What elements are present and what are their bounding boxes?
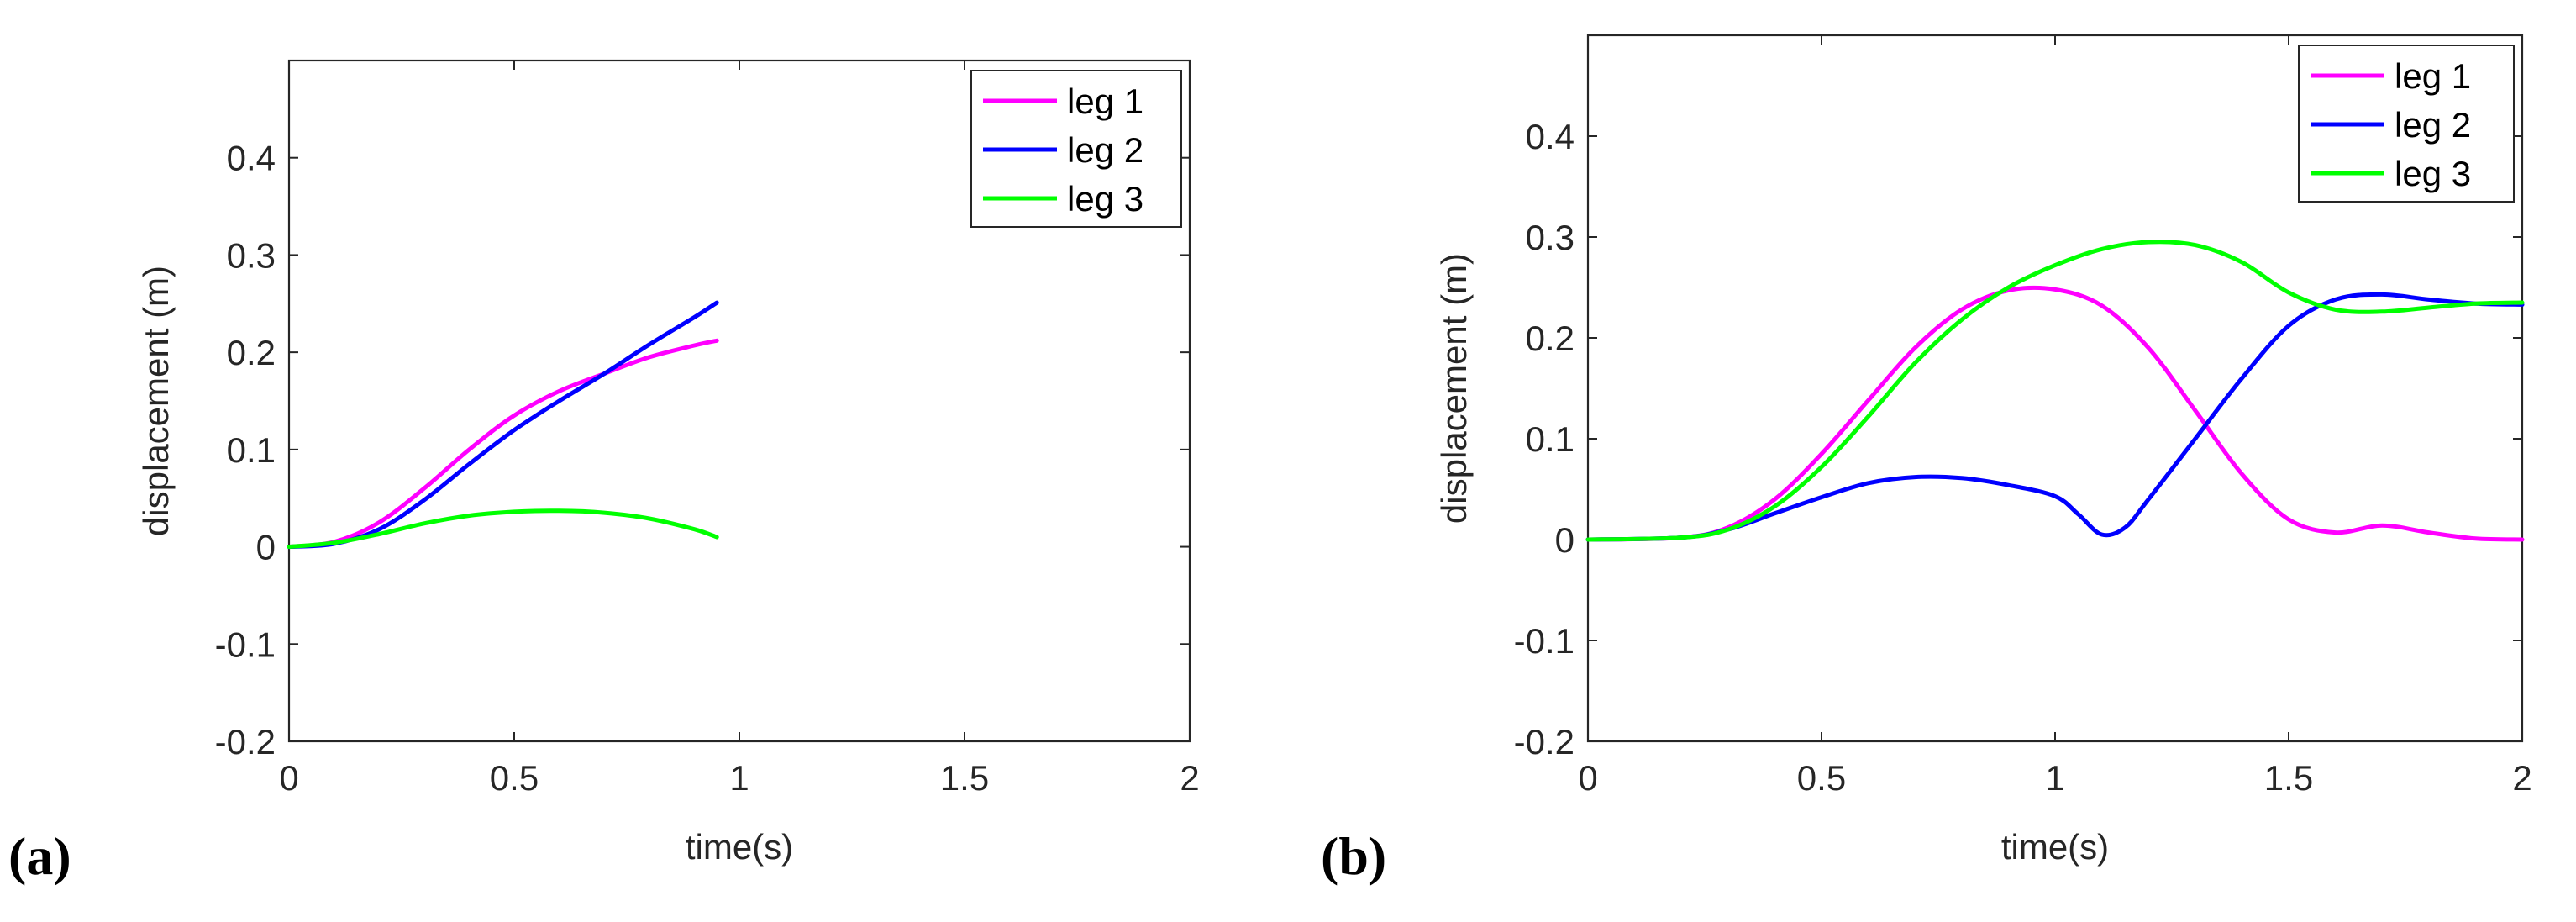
legend-label-leg-1: leg 1 (1067, 82, 1143, 121)
x-tick-label: 1.5 (940, 758, 989, 798)
panel-label: (a) (8, 826, 71, 886)
y-tick-label: -0.2 (1514, 722, 1575, 761)
legend-label-leg-2: leg 2 (1067, 130, 1143, 170)
panel-label: (b) (1321, 826, 1386, 886)
x-tick-label: 0.5 (490, 758, 539, 798)
x-tick-label: 0 (1578, 758, 1597, 798)
x-axis-label: time(s) (686, 827, 793, 867)
x-tick-label: 0 (279, 758, 298, 798)
chart-b: 0 0.5 1 1.5 2 -0.2 -0.1 0 0.1 0.2 0.3 0.4 time(s) dis… (1321, 34, 2532, 886)
y-tick-label: 0.2 (227, 333, 276, 372)
x-tick-label: 1.5 (2264, 758, 2313, 798)
series-line-leg-3 (287, 508, 719, 550)
x-tick-label: 2 (2512, 758, 2531, 798)
y-tick-label: 0 (1555, 520, 1575, 560)
y-tick-label: -0.1 (1514, 621, 1575, 661)
y-tick-label: 0.3 (1526, 218, 1575, 257)
y-tick-label: 0.1 (1526, 419, 1575, 459)
y-tick-label: 0.2 (1526, 319, 1575, 358)
y-tick-label: 0.3 (227, 235, 276, 275)
legend-label-leg-1: leg 1 (2395, 56, 2471, 96)
series-line-leg-1 (1585, 285, 2525, 542)
series-line-leg-1 (287, 338, 719, 550)
legend-label-leg-3: leg 3 (1067, 179, 1143, 219)
y-tick-label: 0 (256, 528, 276, 567)
x-tick-label: 1 (729, 758, 749, 798)
y-axis-label: displacement (m) (136, 266, 176, 536)
legend-label-leg-2: leg 2 (2395, 105, 2471, 145)
y-tick-label: 0.4 (227, 139, 276, 178)
y-tick-label: 0.4 (1526, 117, 1575, 156)
chart-a: 0 0.5 1 1.5 2 -0.2 -0.1 0 0.1 0.2 0.3 0.4 time(s) dis… (8, 59, 1200, 886)
y-tick-label: 0.1 (227, 430, 276, 470)
series-line-leg-2 (287, 300, 719, 550)
y-tick-label: -0.2 (215, 722, 276, 761)
legend-label-leg-3: leg 3 (2395, 154, 2471, 193)
y-axis-label: displacement (m) (1434, 253, 1474, 524)
x-tick-label: 2 (1180, 758, 1199, 798)
x-tick-label: 1 (2045, 758, 2064, 798)
series-line-leg-3 (1585, 240, 2525, 542)
y-tick-label: -0.1 (215, 624, 276, 664)
x-axis-label: time(s) (2001, 827, 2109, 867)
series-line-leg-2 (1585, 292, 2525, 542)
x-tick-label: 0.5 (1797, 758, 1846, 798)
